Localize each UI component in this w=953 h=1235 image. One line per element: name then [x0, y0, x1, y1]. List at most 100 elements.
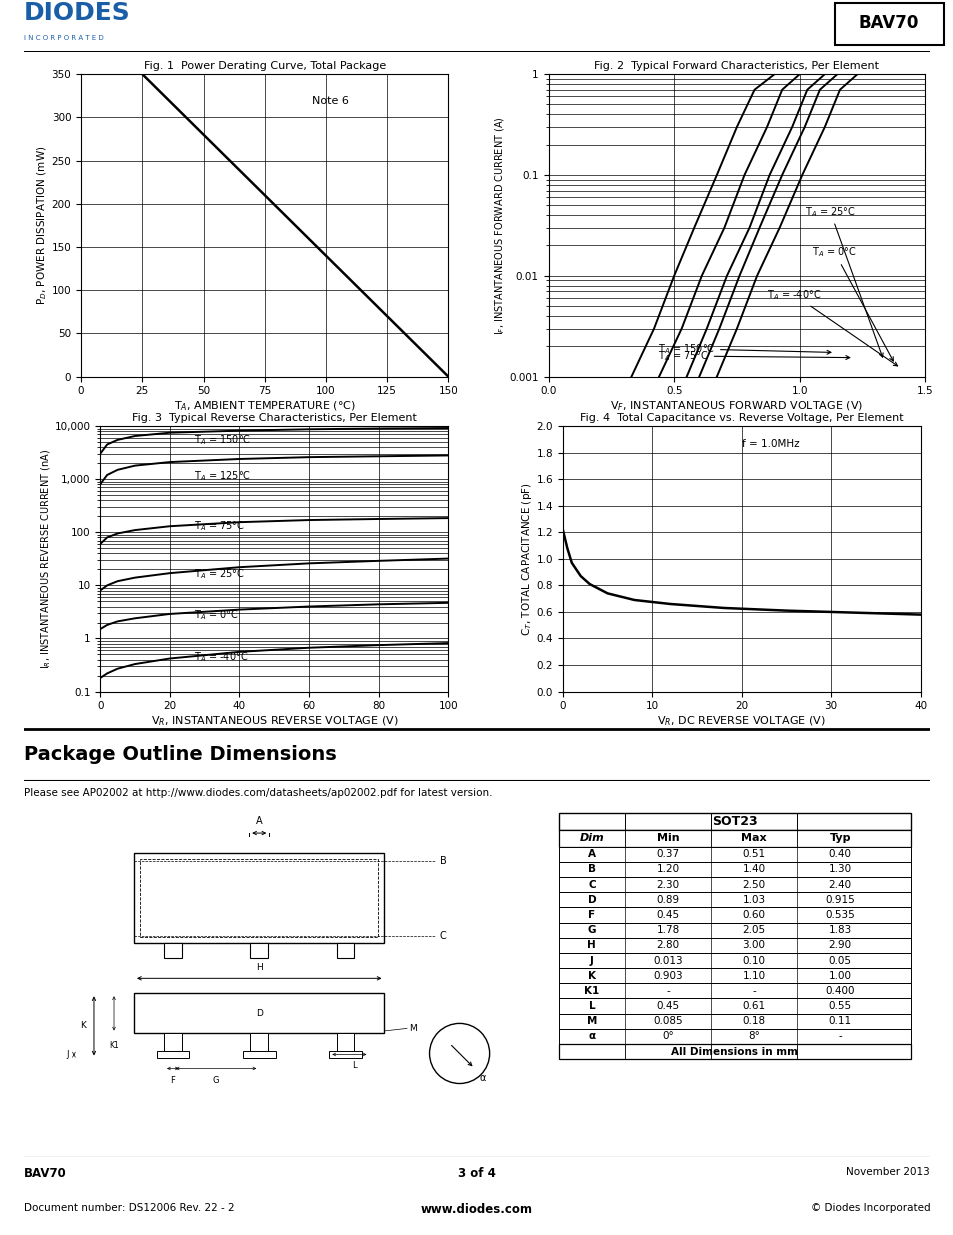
Text: K: K [587, 971, 596, 981]
Text: T$_A$ = 75°C: T$_A$ = 75°C [658, 350, 849, 363]
Text: 0.903: 0.903 [653, 971, 682, 981]
Text: T$_A$ = 125°C: T$_A$ = 125°C [194, 469, 251, 483]
Text: Document number: DS12006 Rev. 22 - 2: Document number: DS12006 Rev. 22 - 2 [24, 1203, 234, 1213]
Text: J: J [589, 956, 593, 966]
Text: 0.45: 0.45 [656, 910, 679, 920]
Bar [251, 944, 268, 958]
Text: M: M [409, 1024, 416, 1032]
Text: F: F [171, 1076, 175, 1086]
Text: SOT23: SOT23 [711, 815, 757, 827]
Text: T$_A$ = -40°C: T$_A$ = -40°C [194, 650, 249, 663]
Text: 0.51: 0.51 [741, 850, 765, 860]
Text: 0°: 0° [661, 1031, 673, 1041]
Text: A: A [255, 815, 262, 825]
Title: Fig. 4  Total Capacitance vs. Reverse Voltage, Per Element: Fig. 4 Total Capacitance vs. Reverse Vol… [579, 412, 902, 422]
Text: 0.89: 0.89 [656, 895, 679, 905]
Text: 3 of 4: 3 of 4 [457, 1167, 496, 1179]
Bar [558, 923, 909, 937]
Text: Package Outline Dimensions: Package Outline Dimensions [24, 745, 336, 764]
Text: F: F [588, 910, 595, 920]
Text: T$_A$ = 150°C: T$_A$ = 150°C [194, 433, 251, 447]
Text: Max: Max [740, 834, 766, 844]
Bar [156, 1051, 189, 1058]
Text: 0.535: 0.535 [824, 910, 854, 920]
Bar [558, 830, 909, 847]
Text: D: D [587, 895, 596, 905]
Text: www.diodes.com: www.diodes.com [420, 1203, 533, 1216]
Text: 2.50: 2.50 [741, 879, 765, 889]
Text: T$_A$ = -40°C: T$_A$ = -40°C [766, 288, 897, 366]
Text: L: L [588, 1002, 595, 1011]
Text: 1.83: 1.83 [828, 925, 851, 935]
Text: 0.61: 0.61 [741, 1002, 765, 1011]
Text: A: A [587, 850, 596, 860]
X-axis label: V$_R$, INSTANTANEOUS REVERSE VOLTAGE (V): V$_R$, INSTANTANEOUS REVERSE VOLTAGE (V) [151, 714, 397, 727]
X-axis label: T$_A$, AMBIENT TEMPERATURE (°C): T$_A$, AMBIENT TEMPERATURE (°C) [173, 399, 355, 412]
Text: -: - [665, 986, 669, 995]
Bar [329, 1051, 361, 1058]
Bar [140, 860, 378, 937]
Text: α: α [588, 1031, 595, 1041]
Text: H: H [255, 963, 262, 972]
Text: M: M [586, 1016, 597, 1026]
Bar [558, 1014, 909, 1029]
Text: -: - [752, 986, 755, 995]
Text: G: G [213, 1076, 219, 1086]
Text: 2.40: 2.40 [828, 879, 851, 889]
Text: 2.30: 2.30 [656, 879, 679, 889]
Y-axis label: I$_R$, INSTANTANEOUS REVERSE CURRENT (nA): I$_R$, INSTANTANEOUS REVERSE CURRENT (nA… [39, 448, 53, 669]
Text: 0.085: 0.085 [653, 1016, 682, 1026]
Circle shape [429, 1024, 489, 1083]
Text: f = 1.0MHz: f = 1.0MHz [741, 440, 799, 450]
Y-axis label: P$_D$, POWER DISSIPATION (mW): P$_D$, POWER DISSIPATION (mW) [35, 146, 49, 305]
Bar [558, 908, 909, 923]
Text: 0.45: 0.45 [656, 1002, 679, 1011]
Text: 3.00: 3.00 [741, 940, 765, 951]
X-axis label: V$_R$, DC REVERSE VOLTAGE (V): V$_R$, DC REVERSE VOLTAGE (V) [657, 714, 825, 727]
Text: T$_A$ = 75°C: T$_A$ = 75°C [194, 520, 245, 534]
Bar [558, 983, 909, 998]
Text: BAV70: BAV70 [858, 14, 919, 32]
Text: 2.80: 2.80 [656, 940, 679, 951]
Bar [243, 1051, 275, 1058]
Text: 0.60: 0.60 [741, 910, 765, 920]
Bar [336, 1034, 354, 1051]
Text: 0.400: 0.400 [824, 986, 854, 995]
Bar [164, 1034, 181, 1051]
Text: T$_A$ = 25°C: T$_A$ = 25°C [194, 567, 245, 582]
Text: 1.03: 1.03 [741, 895, 765, 905]
Text: -: - [838, 1031, 841, 1041]
Bar [558, 953, 909, 968]
FancyBboxPatch shape [834, 4, 943, 44]
Text: November 2013: November 2013 [845, 1167, 929, 1177]
Text: 8°: 8° [747, 1031, 760, 1041]
Text: 2.90: 2.90 [828, 940, 851, 951]
Bar [558, 968, 909, 983]
Text: B: B [439, 856, 446, 866]
Text: 0.55: 0.55 [828, 1002, 851, 1011]
Text: T$_A$ = 25°C: T$_A$ = 25°C [804, 205, 882, 357]
Text: T$_A$ = 0°C: T$_A$ = 0°C [194, 609, 238, 622]
Bar [558, 1029, 909, 1044]
Text: G: G [587, 925, 596, 935]
Text: 2.05: 2.05 [741, 925, 765, 935]
Text: BAV70: BAV70 [24, 1167, 67, 1179]
Bar [133, 993, 384, 1034]
Text: All Dimensions in mm: All Dimensions in mm [670, 1046, 798, 1056]
Text: D: D [255, 1009, 262, 1018]
Text: T$_A$ = 150°C: T$_A$ = 150°C [658, 342, 830, 356]
Text: 0.37: 0.37 [656, 850, 679, 860]
Bar [558, 998, 909, 1014]
Text: T$_A$ = 0°C: T$_A$ = 0°C [811, 246, 892, 361]
Bar [558, 1044, 909, 1060]
Bar [251, 1034, 268, 1051]
Text: K1: K1 [109, 1041, 119, 1050]
Text: 1.20: 1.20 [656, 864, 679, 874]
Text: Dim: Dim [578, 834, 603, 844]
Text: Typ: Typ [828, 834, 850, 844]
Text: 0.40: 0.40 [828, 850, 851, 860]
Text: 0.11: 0.11 [828, 1016, 851, 1026]
Text: © Diodes Incorporated: © Diodes Incorporated [810, 1203, 929, 1213]
Bar [164, 944, 181, 958]
Bar [336, 944, 354, 958]
